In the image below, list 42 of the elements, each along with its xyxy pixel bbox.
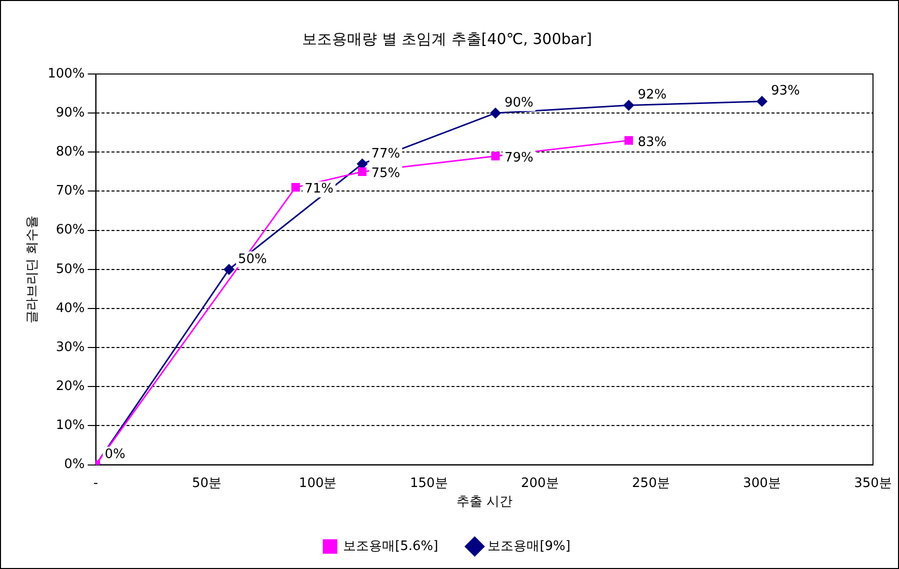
x-axis-title: 추출 시간 (456, 494, 512, 510)
x-tick-label: 200분 (520, 476, 559, 491)
x-tick-label: 100분 (298, 476, 337, 491)
y-tick-label: 60% (56, 222, 85, 238)
y-tick-label: 0% (64, 457, 85, 472)
y-axis-title: 글라브리딘 회수율 (25, 215, 40, 324)
data-label: 71% (304, 182, 334, 197)
point (490, 108, 501, 118)
y-tick-label: 30% (56, 340, 85, 355)
data-label: 77% (371, 146, 400, 162)
data-label: 92% (638, 88, 667, 103)
x-tick-label: 300분 (743, 476, 781, 491)
point (224, 264, 234, 275)
chart-title: 보조용매량 별 초임계 추출[40℃, 300bar] (302, 30, 592, 48)
point (291, 183, 300, 192)
y-tick-label: 40% (56, 300, 85, 316)
y-tick-label: 10% (56, 418, 85, 434)
data-label: 79% (504, 150, 534, 166)
point (756, 96, 768, 107)
x-tick-label: 50분 (192, 476, 222, 491)
data-label: 93% (770, 84, 800, 99)
legend-label: 보조용매[5.6%] (343, 538, 438, 554)
point (624, 136, 634, 145)
y-tick-label: 50% (56, 262, 85, 277)
y-tick-label: 20% (56, 379, 85, 394)
point (623, 100, 634, 111)
x-tick-label: 250분 (632, 476, 670, 491)
data-label: 83% (638, 134, 667, 150)
point (358, 167, 367, 176)
y-tick-label: 90% (56, 105, 85, 120)
y-tick-label: 70% (56, 184, 85, 199)
y-tick-label: 80% (56, 144, 85, 160)
data-label: 0% (104, 447, 126, 462)
data-label: 50% (238, 252, 267, 267)
x-tick-label: 150분 (410, 476, 448, 491)
data-label: 75% (371, 166, 400, 182)
point (491, 152, 500, 160)
x-tick-label: 350분 (854, 476, 892, 491)
x-tick-label: - (93, 476, 98, 491)
data-label: 90% (504, 95, 534, 110)
legend-label: 보조용매[9%] (488, 538, 570, 554)
y-tick-label: 100% (48, 66, 85, 82)
